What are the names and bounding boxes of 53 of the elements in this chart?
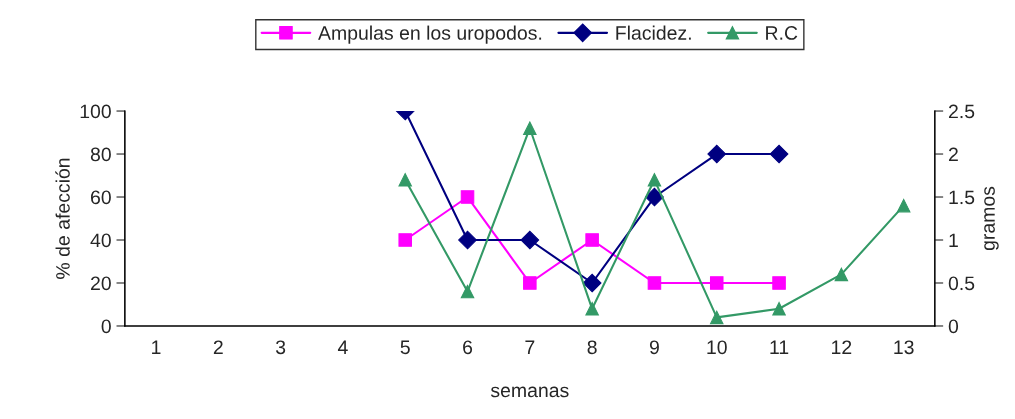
- y-axis-title: % de afección: [55, 158, 70, 279]
- x-tick-label: 6: [463, 340, 473, 355]
- point: [523, 121, 537, 135]
- x-tick-label: 8: [587, 340, 597, 355]
- y-tick-label: 40: [90, 233, 111, 248]
- point: [707, 144, 727, 164]
- point: [523, 276, 537, 290]
- y2-axis-title: gramos: [984, 186, 999, 251]
- y2-tick-label: 0: [948, 319, 959, 334]
- y-tick-label: 80: [90, 147, 111, 162]
- y2-tick-label: 1: [949, 233, 958, 248]
- point: [647, 173, 662, 187]
- point: [585, 233, 599, 247]
- x-tick-label: 10: [707, 340, 727, 355]
- point: [520, 230, 540, 250]
- point: [772, 276, 786, 290]
- x-tick-label: 2: [213, 340, 223, 354]
- x-axis-title: semanas: [490, 386, 569, 398]
- point: [398, 233, 412, 247]
- point: [709, 310, 724, 325]
- legend-label: Ampulas en los uropodos.: [318, 25, 542, 44]
- x-tick-label: 13: [894, 340, 914, 355]
- point: [834, 267, 849, 282]
- x-tick-label: 12: [832, 340, 852, 354]
- y-tick-label: 60: [91, 190, 111, 205]
- legend-label: Flacidez.: [616, 25, 691, 40]
- point: [772, 302, 786, 316]
- point: [647, 276, 662, 290]
- point: [460, 190, 475, 204]
- y2-tick-label: 1.5: [949, 190, 975, 205]
- y2-tick-label: 2: [948, 147, 958, 162]
- y2-tick-label: 2.5: [948, 104, 975, 119]
- x-tick-label: 4: [337, 340, 348, 354]
- x-tick-label: 11: [770, 340, 789, 354]
- x-tick-label: 5: [400, 340, 410, 355]
- point: [585, 302, 599, 316]
- point: [645, 187, 664, 207]
- legend-label: R.C: [766, 26, 798, 40]
- y-tick-label: 0: [101, 319, 111, 334]
- x-tick-label: 9: [649, 340, 659, 355]
- y-tick-label: 100: [80, 104, 111, 119]
- x-tick-label: 7: [525, 340, 535, 354]
- point: [460, 284, 475, 299]
- x-tick-label: 3: [275, 340, 286, 355]
- x-tick-label: 1: [152, 340, 161, 354]
- point: [458, 230, 477, 250]
- point: [582, 273, 602, 293]
- point: [769, 144, 789, 164]
- y2-tick-label: 0.5: [948, 276, 975, 291]
- point: [398, 173, 412, 187]
- y-tick-label: 20: [91, 276, 111, 291]
- point: [709, 276, 724, 290]
- point: [896, 198, 911, 213]
